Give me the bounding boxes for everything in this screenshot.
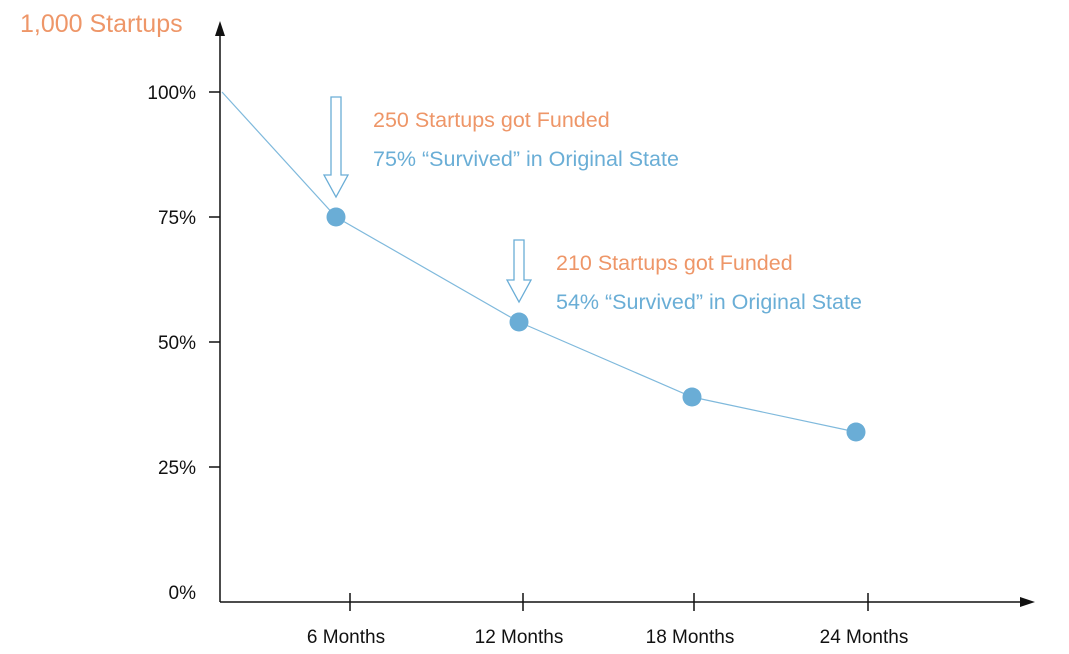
y-tick-label: 50% <box>158 333 196 354</box>
axes <box>215 21 1035 607</box>
survived-annotation: 75% “Survived” in Original State <box>373 147 679 171</box>
y-axis-title: 1,000 Startups <box>20 10 183 38</box>
funded-annotation: 250 Startups got Funded <box>373 108 610 132</box>
x-tick-label: 18 Months <box>646 627 735 648</box>
x-tick-label: 6 Months <box>307 627 385 648</box>
callout-arrow <box>505 239 533 304</box>
y-tick-label: 25% <box>158 458 196 479</box>
survived-annotation: 54% “Survived” in Original State <box>556 290 862 314</box>
series <box>221 91 866 442</box>
x-tick-label: 12 Months <box>475 627 564 648</box>
y-axis-arrow <box>215 21 225 36</box>
y-ticks: 0% 25% 50% 75% 100% <box>147 83 220 604</box>
y-tick-label: 0% <box>169 583 197 604</box>
y-tick-label: 75% <box>158 208 196 229</box>
annotations: 250 Startups got Funded 75% “Survived” in… <box>322 96 862 314</box>
x-ticks: 6 Months 12 Months 18 Months 24 Months <box>307 593 908 648</box>
data-point <box>326 207 346 227</box>
x-tick-label: 24 Months <box>820 627 909 648</box>
x-axis-arrow <box>1020 597 1035 607</box>
data-point <box>509 312 529 332</box>
data-point <box>682 387 702 407</box>
y-tick-label: 100% <box>147 83 196 104</box>
funded-annotation: 210 Startups got Funded <box>556 251 793 275</box>
data-point <box>846 422 866 442</box>
callout-arrow <box>322 96 350 199</box>
